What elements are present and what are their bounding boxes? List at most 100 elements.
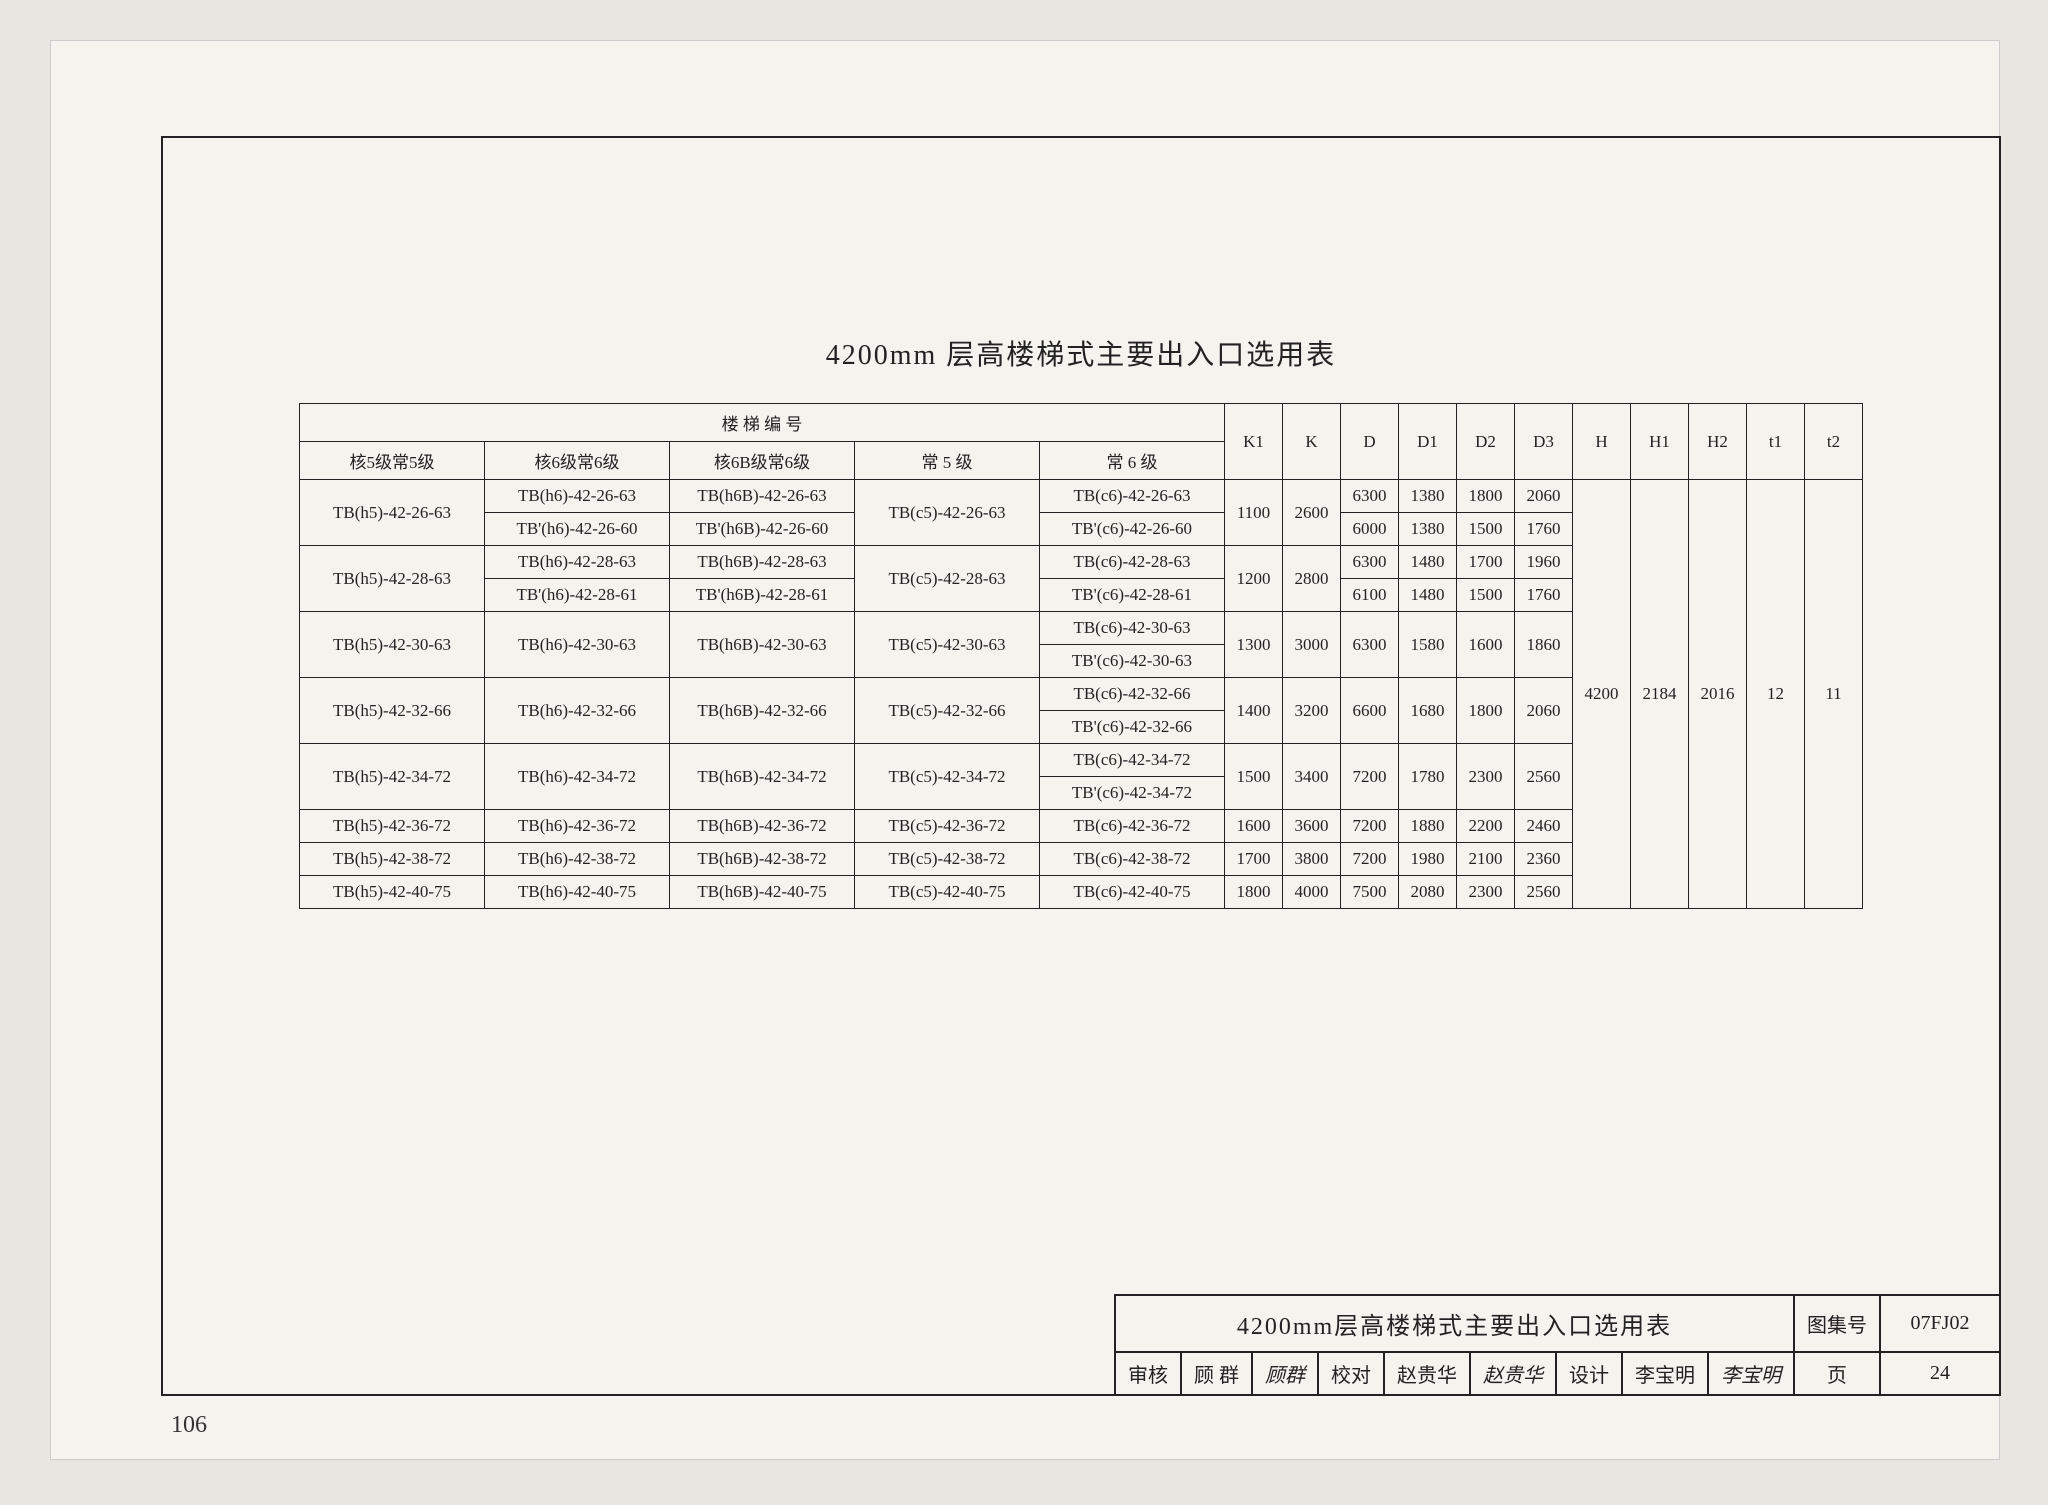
cell: 2560 — [1515, 876, 1573, 909]
cell: TB(c6)-42-28-63 — [1040, 546, 1225, 579]
cell: TB(c5)-42-40-75 — [855, 876, 1040, 909]
cell: 2800 — [1283, 546, 1341, 612]
cell: TB(c5)-42-30-63 — [855, 612, 1040, 678]
cell: 6300 — [1341, 612, 1399, 678]
cell: TB(c6)-42-36-72 — [1040, 810, 1225, 843]
cell-t1: 12 — [1747, 480, 1805, 909]
cell-H2: 2016 — [1689, 480, 1747, 909]
cell: 1760 — [1515, 579, 1573, 612]
cell: 7500 — [1341, 876, 1399, 909]
cell: 1780 — [1399, 744, 1457, 810]
cell: TB'(h6)-42-26-60 — [485, 513, 670, 546]
cell: 1480 — [1399, 579, 1457, 612]
cell: TB(h6B)-42-30-63 — [670, 612, 855, 678]
cell: 3000 — [1283, 612, 1341, 678]
ye-value: 24 — [1880, 1352, 2000, 1395]
cell: TB'(c6)-42-32-66 — [1040, 711, 1225, 744]
cell: 1980 — [1399, 843, 1457, 876]
table-title: 4200mm 层高楼梯式主要出入口选用表 — [163, 333, 1999, 373]
cell: 1500 — [1457, 579, 1515, 612]
cell: 1760 — [1515, 513, 1573, 546]
cell: TB(c6)-42-34-72 — [1040, 744, 1225, 777]
cell: 2560 — [1515, 744, 1573, 810]
header-H1: H1 — [1631, 404, 1689, 480]
title-block-table: 4200mm层高楼梯式主要出入口选用表 图集号 07FJ02 审核 顾 群 顾群… — [1114, 1294, 2001, 1396]
cell: 1400 — [1225, 678, 1283, 744]
cell: 1480 — [1399, 546, 1457, 579]
selection-table: 楼 梯 编 号 K1 K D D1 D2 D3 H H1 H2 t1 t2 核5… — [299, 403, 1863, 909]
header-t1: t1 — [1747, 404, 1805, 480]
cell: TB(h6B)-42-32-66 — [670, 678, 855, 744]
paper-sheet: 4200mm 层高楼梯式主要出入口选用表 楼 梯 编 号 K1 K D D1 D… — [50, 40, 2000, 1460]
cell: TB(h6)-42-28-63 — [485, 546, 670, 579]
header-H: H — [1573, 404, 1631, 480]
cell: 7200 — [1341, 810, 1399, 843]
cell: TB(h6B)-42-36-72 — [670, 810, 855, 843]
cell: TB'(c6)-42-28-61 — [1040, 579, 1225, 612]
cell: 1800 — [1225, 876, 1283, 909]
title-block-title: 4200mm层高楼梯式主要出入口选用表 — [1115, 1295, 1794, 1352]
cell: TB(h5)-42-34-72 — [300, 744, 485, 810]
header-D2: D2 — [1457, 404, 1515, 480]
header-K: K — [1283, 404, 1341, 480]
subheader-3: 常 5 级 — [855, 442, 1040, 480]
cell: TB(h6B)-42-28-63 — [670, 546, 855, 579]
cell: 1100 — [1225, 480, 1283, 546]
header-H2: H2 — [1689, 404, 1747, 480]
cell-H: 4200 — [1573, 480, 1631, 909]
cell: 3600 — [1283, 810, 1341, 843]
cell: 1500 — [1225, 744, 1283, 810]
cell: TB(c5)-42-26-63 — [855, 480, 1040, 546]
cell: 2600 — [1283, 480, 1341, 546]
cell: TB(h6B)-42-38-72 — [670, 843, 855, 876]
title-block-row-2: 审核 顾 群 顾群 校对 赵贵华 赵贵华 设计 李宝明 李宝明 页 24 — [1115, 1352, 2000, 1395]
cell: TB(h5)-42-40-75 — [300, 876, 485, 909]
cell: TB(h5)-42-32-66 — [300, 678, 485, 744]
cell: TB(h6)-42-30-63 — [485, 612, 670, 678]
subheader-4: 常 6 级 — [1040, 442, 1225, 480]
cell: 2460 — [1515, 810, 1573, 843]
cell: 6300 — [1341, 546, 1399, 579]
tuji-label: 图集号 — [1794, 1295, 1880, 1352]
cell: TB(h5)-42-28-63 — [300, 546, 485, 612]
cell: TB(h5)-42-30-63 — [300, 612, 485, 678]
cell: 7200 — [1341, 744, 1399, 810]
cell: 1700 — [1457, 546, 1515, 579]
cell: 1800 — [1457, 678, 1515, 744]
cell: TB'(c6)-42-34-72 — [1040, 777, 1225, 810]
cell: 2360 — [1515, 843, 1573, 876]
cell: 2060 — [1515, 678, 1573, 744]
cell: 1600 — [1225, 810, 1283, 843]
cell: 1580 — [1399, 612, 1457, 678]
cell-t2: 11 — [1805, 480, 1863, 909]
cell: TB(c6)-42-32-66 — [1040, 678, 1225, 711]
cell: 1600 — [1457, 612, 1515, 678]
cell: 6100 — [1341, 579, 1399, 612]
shenhe-name: 顾 群 — [1181, 1352, 1252, 1395]
jiaodui-name: 赵贵华 — [1384, 1352, 1470, 1395]
cell: TB(c5)-42-34-72 — [855, 744, 1040, 810]
cell: TB(c6)-42-26-63 — [1040, 480, 1225, 513]
header-K1: K1 — [1225, 404, 1283, 480]
cell: 1960 — [1515, 546, 1573, 579]
cell: 1500 — [1457, 513, 1515, 546]
cell-H1: 2184 — [1631, 480, 1689, 909]
subheader-0: 核5级常5级 — [300, 442, 485, 480]
subheader-1: 核6级常6级 — [485, 442, 670, 480]
tuji-value: 07FJ02 — [1880, 1295, 2000, 1352]
sheji-name: 李宝明 — [1622, 1352, 1708, 1395]
cell: 1700 — [1225, 843, 1283, 876]
cell: TB(c5)-42-32-66 — [855, 678, 1040, 744]
title-block-row-1: 4200mm层高楼梯式主要出入口选用表 图集号 07FJ02 — [1115, 1295, 2000, 1352]
cell: 2080 — [1399, 876, 1457, 909]
header-group: 楼 梯 编 号 — [300, 404, 1225, 442]
subheader-2: 核6B级常6级 — [670, 442, 855, 480]
page-number: 106 — [171, 1412, 207, 1439]
cell: TB'(h6)-42-28-61 — [485, 579, 670, 612]
cell: 7200 — [1341, 843, 1399, 876]
cell: 2100 — [1457, 843, 1515, 876]
cell: 3200 — [1283, 678, 1341, 744]
cell: TB(h6)-42-36-72 — [485, 810, 670, 843]
cell: 4000 — [1283, 876, 1341, 909]
cell: 1800 — [1457, 480, 1515, 513]
